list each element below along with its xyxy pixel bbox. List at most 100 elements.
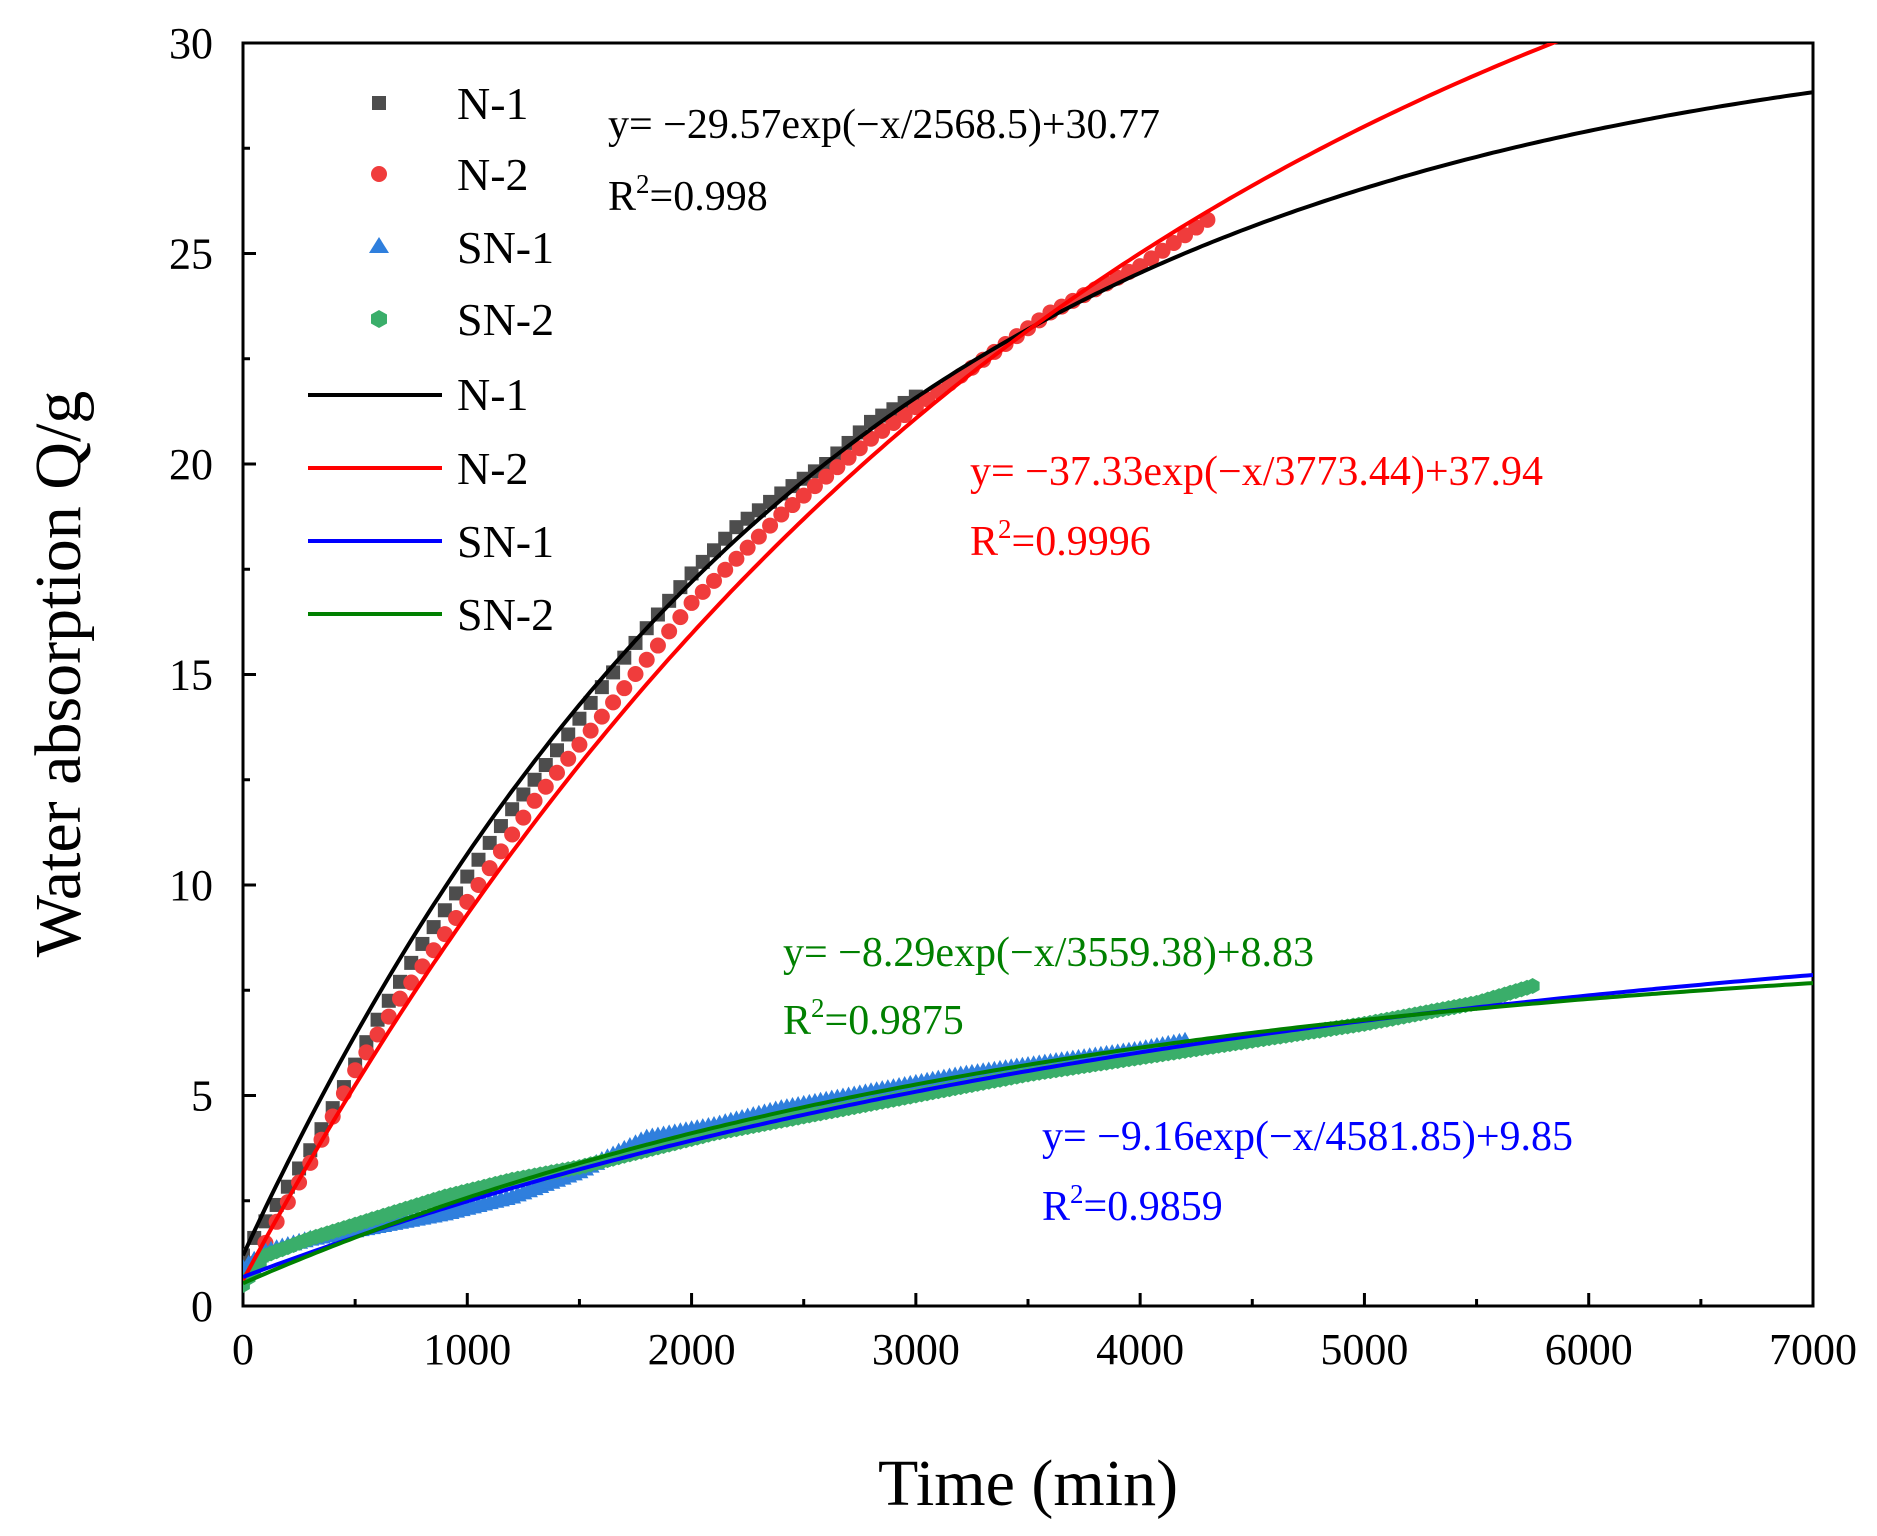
x-tick-label: 7000 (1769, 1325, 1857, 1374)
n2-data-point (504, 826, 521, 843)
n1-data-point (550, 743, 564, 758)
n1-data-point (662, 593, 677, 608)
n2-data-point (728, 550, 745, 567)
legend-entry-sn1-marker: SN-1 (369, 222, 554, 273)
n2-data-point (717, 561, 734, 578)
r2-symbol: R (783, 998, 811, 1044)
n2-data-point (560, 750, 577, 767)
sn-1-fit-curve (243, 973, 1813, 1279)
legend-label-sn1: SN-1 (457, 222, 554, 273)
annotation-n1-equation: y= −29.57exp(−x/2568.5)+30.77 (608, 102, 1160, 148)
n2-data-point (593, 708, 610, 725)
n2-data-point (840, 449, 857, 466)
n2-data-point (537, 778, 554, 795)
sn-2-fit-curve (243, 981, 1813, 1286)
x-tick-label: 4000 (1096, 1325, 1184, 1374)
annotation-n2-r2: R2=0.9996 (970, 514, 1151, 565)
x-axis-title: Time (min) (878, 1447, 1178, 1520)
legend-label-sn1-fit: SN-1 (457, 516, 554, 567)
n2-data-point (694, 583, 711, 600)
n1-data-point (572, 711, 587, 726)
r2-symbol: R (1042, 1184, 1070, 1230)
n1-data-point (437, 903, 452, 918)
y-tick-label: 20 (169, 440, 213, 489)
r2-superscript: 2 (811, 993, 825, 1023)
n2-data-point (549, 764, 565, 781)
legend-label-n1: N-1 (457, 78, 529, 129)
n2-data-point (369, 1026, 386, 1043)
n2-data-point (762, 517, 779, 534)
legend-label-n1-fit: N-1 (457, 369, 529, 420)
legend-entry-sn2-line: SN-2 (308, 589, 554, 640)
x-axis-ticks (241, 1293, 1815, 1306)
x-axis-tick-labels: 0 1000 2000 3000 4000 5000 6000 7000 (232, 1325, 1857, 1374)
n2-data-point (818, 468, 835, 485)
n2-data-point (1177, 227, 1193, 244)
n1-data-point (449, 886, 464, 901)
legend-hexagon-marker (371, 310, 387, 328)
annotation-n2: y= −37.33exp(−x/3773.44)+37.94 R2=0.9996 (970, 449, 1543, 565)
y-tick-label: 5 (191, 1072, 213, 1121)
n2-data-point (571, 736, 588, 753)
legend-entry-sn2-marker: SN-2 (371, 294, 554, 345)
n1-data-point (527, 772, 542, 787)
r2-value: =0.998 (650, 174, 768, 220)
n2-data-point (582, 722, 599, 739)
x-tick-label: 5000 (1320, 1325, 1408, 1374)
n1-data-point (718, 531, 733, 546)
sn2-data-point (1525, 978, 1540, 994)
n2-data-point (414, 958, 431, 975)
n1-data-point (561, 727, 576, 742)
n2-data-point (403, 974, 420, 991)
n2-data-point (829, 459, 846, 476)
y-tick-label: 10 (169, 861, 213, 910)
n2-data-point (739, 539, 756, 556)
n1-data-point (482, 835, 497, 850)
legend-entry-n1-marker: N-1 (372, 78, 529, 129)
y-tick-label: 30 (169, 19, 213, 68)
legend-entry-n1-line: N-1 (308, 369, 529, 420)
n1-data-point (243, 1248, 250, 1263)
annotation-sn1: y= −9.16exp(−x/4581.85)+9.85 R2=0.9859 (1042, 1114, 1573, 1230)
r2-superscript: 2 (998, 514, 1012, 544)
n2-data-point (773, 506, 790, 523)
n2-data-point (380, 1008, 397, 1025)
annotation-n1-r2: R2=0.998 (608, 169, 768, 220)
n-2-fit-curve (243, 43, 1559, 1282)
n2-data-point (1143, 250, 1160, 267)
y-tick-label: 15 (169, 651, 213, 700)
legend-label-n2-fit: N-2 (457, 443, 529, 494)
r2-superscript: 2 (1070, 1179, 1084, 1209)
n2-data-point (750, 528, 767, 545)
r2-superscript: 2 (636, 169, 650, 199)
n2-data-point (1165, 234, 1182, 251)
r2-symbol: R (970, 519, 998, 565)
n1-data-point (471, 852, 486, 867)
n1-data-point (505, 802, 520, 817)
y-axis-ticks (243, 41, 256, 1308)
n2-data-point (392, 990, 408, 1007)
legend-circle-marker (371, 166, 387, 182)
n2-data-point (347, 1062, 364, 1079)
n2-data-point (661, 623, 678, 640)
n2-data-point (706, 572, 722, 589)
n2-data-point (492, 843, 509, 860)
y-tick-label: 0 (191, 1282, 213, 1331)
legend-label-sn2: SN-2 (457, 294, 554, 345)
x-tick-label: 2000 (648, 1325, 736, 1374)
y-tick-label: 25 (169, 230, 213, 279)
n1-data-point (493, 819, 508, 834)
y-axis-tick-labels: 0 5 10 15 20 25 30 (169, 19, 213, 1331)
n2-data-point (806, 478, 823, 495)
n1-data-point (516, 787, 531, 802)
annotation-sn2: y= −8.29exp(−x/3559.38)+8.83 R2=0.9875 (783, 930, 1314, 1044)
n1-data-point (583, 695, 598, 710)
r2-value: =0.9859 (1084, 1184, 1223, 1230)
n2-data-point (683, 594, 700, 611)
legend-entry-sn1-line: SN-1 (308, 516, 554, 567)
n2-data-point (1188, 219, 1205, 236)
n1-data-point (393, 974, 407, 989)
n1-data-point (707, 543, 721, 558)
n2-data-point (605, 694, 622, 711)
